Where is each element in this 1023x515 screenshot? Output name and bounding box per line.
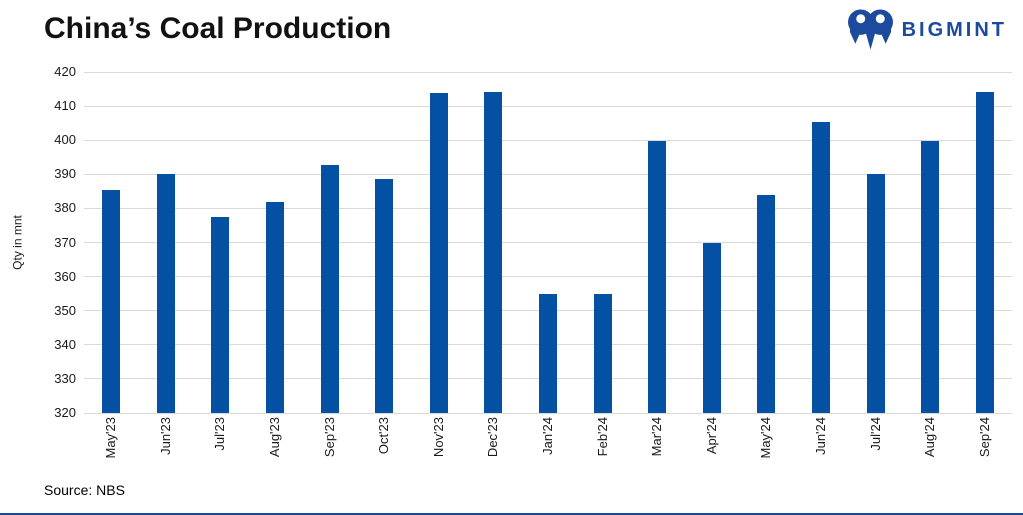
bar-may23 bbox=[102, 189, 121, 413]
bar-jul24 bbox=[866, 174, 885, 413]
x-tick-label: Jun'24 bbox=[812, 417, 828, 455]
x-tick-label: Jul'24 bbox=[867, 417, 883, 451]
x-tick-label: May'23 bbox=[103, 417, 119, 459]
y-tick-label: 400 bbox=[54, 132, 76, 148]
bigmint-logo: BIGMINT bbox=[847, 8, 1007, 52]
y-tick-label: 360 bbox=[54, 268, 76, 284]
y-tick-label: 370 bbox=[54, 234, 76, 250]
x-tick-label: Dec'23 bbox=[485, 417, 501, 458]
x-tick-label: Sep'23 bbox=[321, 417, 337, 458]
bottom-accent-line bbox=[0, 513, 1023, 515]
bar-sep23 bbox=[320, 164, 339, 413]
x-tick-label: Aug'23 bbox=[267, 417, 283, 458]
y-tick-label: 330 bbox=[54, 370, 76, 386]
x-tick-label: Oct'23 bbox=[376, 417, 392, 455]
bar-aug24 bbox=[921, 140, 940, 413]
x-tick-label: Jul'23 bbox=[212, 417, 228, 451]
x-tick-label: Jun'23 bbox=[157, 417, 173, 455]
bigmint-logo-text: BIGMINT bbox=[901, 18, 1007, 41]
bar-aug23 bbox=[266, 201, 285, 413]
y-tick-label: 410 bbox=[54, 98, 76, 114]
y-axis-title: Qty in mnt bbox=[10, 215, 25, 270]
gridline-360 bbox=[84, 276, 1012, 278]
gridline-380 bbox=[84, 207, 1012, 209]
bar-nov23 bbox=[429, 92, 448, 413]
x-tick-label: Feb'24 bbox=[594, 417, 610, 457]
x-tick-label: Aug'24 bbox=[922, 417, 938, 458]
y-tick-label: 340 bbox=[54, 336, 76, 352]
x-tick-label: May'24 bbox=[758, 417, 774, 459]
chart-title: China’s Coal Production bbox=[44, 12, 392, 45]
gridline-410 bbox=[84, 105, 1012, 107]
bar-may24 bbox=[757, 195, 776, 413]
bar-jun23 bbox=[156, 174, 175, 413]
gridline-420 bbox=[84, 71, 1012, 73]
source-note: Source: NBS bbox=[44, 482, 125, 498]
bigmint-logo-icon bbox=[847, 9, 893, 50]
bar-sep24 bbox=[975, 92, 994, 413]
y-tick-label: 380 bbox=[54, 200, 76, 216]
x-tick-label: Apr'24 bbox=[703, 417, 719, 455]
gridline-320 bbox=[84, 412, 1012, 414]
bar-oct23 bbox=[375, 179, 394, 413]
x-tick-label: Mar'24 bbox=[649, 417, 665, 457]
y-tick-label: 320 bbox=[54, 405, 76, 420]
bar-dec23 bbox=[484, 92, 503, 413]
gridline-370 bbox=[84, 242, 1012, 243]
bar-jun24 bbox=[811, 121, 830, 413]
y-tick-label: 390 bbox=[54, 166, 76, 182]
x-tick-label: Jan'24 bbox=[540, 417, 555, 455]
gridline-400 bbox=[84, 139, 1012, 141]
y-tick-label: 420 bbox=[54, 64, 76, 79]
bar-mar24 bbox=[648, 140, 667, 413]
y-tick-label: 350 bbox=[54, 302, 76, 318]
x-tick-label: Sep'24 bbox=[976, 417, 992, 458]
x-tick-label: Nov'23 bbox=[430, 417, 446, 458]
bar-apr24 bbox=[702, 242, 721, 413]
bar-jan24 bbox=[539, 293, 557, 413]
gridline-390 bbox=[84, 173, 1012, 175]
bar-jul23 bbox=[211, 216, 230, 413]
bar-feb24 bbox=[593, 293, 612, 413]
